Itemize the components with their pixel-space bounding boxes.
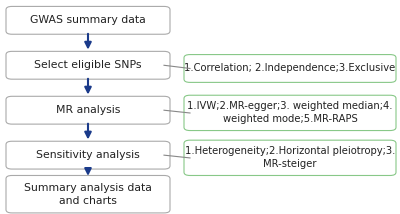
- Text: 1.IVW;2.MR-egger;3. weighted median;4.
weighted mode;5.MR-RAPS: 1.IVW;2.MR-egger;3. weighted median;4. w…: [187, 101, 393, 125]
- Text: Sensitivity analysis: Sensitivity analysis: [36, 150, 140, 160]
- FancyBboxPatch shape: [6, 175, 170, 213]
- Text: 1.Heterogeneity;2.Horizontal pleiotropy;3.
MR-steiger: 1.Heterogeneity;2.Horizontal pleiotropy;…: [185, 146, 395, 169]
- Text: GWAS summary data: GWAS summary data: [30, 15, 146, 25]
- FancyBboxPatch shape: [184, 140, 396, 175]
- Text: Summary analysis data
and charts: Summary analysis data and charts: [24, 183, 152, 206]
- FancyBboxPatch shape: [184, 95, 396, 131]
- FancyBboxPatch shape: [6, 141, 170, 169]
- FancyBboxPatch shape: [6, 6, 170, 34]
- Text: 1.Correlation; 2.Independence;3.Exclusive: 1.Correlation; 2.Independence;3.Exclusiv…: [184, 64, 396, 73]
- Text: MR analysis: MR analysis: [56, 105, 120, 115]
- FancyBboxPatch shape: [6, 96, 170, 124]
- Text: Select eligible SNPs: Select eligible SNPs: [34, 60, 142, 70]
- FancyBboxPatch shape: [184, 55, 396, 82]
- FancyBboxPatch shape: [6, 51, 170, 79]
